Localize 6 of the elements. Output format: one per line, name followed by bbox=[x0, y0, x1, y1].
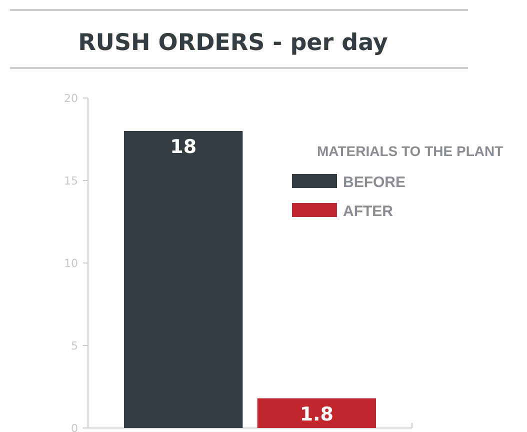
data-label: 18 bbox=[170, 136, 197, 158]
legend-title: MATERIALS TO THE PLANT bbox=[317, 143, 504, 159]
legend-label: BEFORE bbox=[343, 174, 406, 191]
legend-label: AFTER bbox=[343, 203, 394, 220]
data-label: 1.8 bbox=[300, 403, 334, 426]
chart-title: RUSH ORDERS - per day bbox=[78, 30, 388, 56]
